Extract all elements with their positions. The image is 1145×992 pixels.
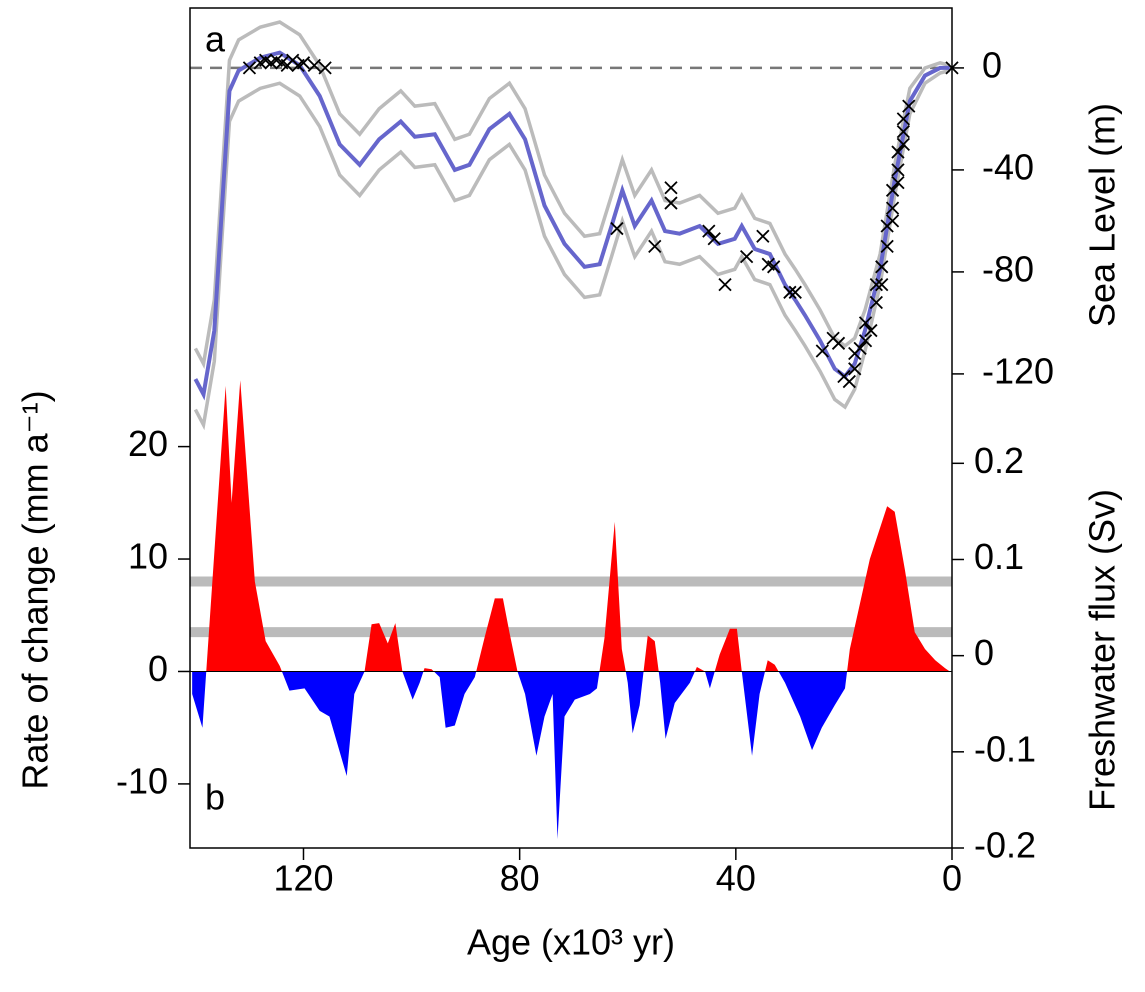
sea-level-line [193, 68, 951, 431]
data-point [864, 323, 878, 338]
sea-level-line [193, 20, 951, 370]
data-point [783, 285, 797, 299]
data-point [885, 183, 900, 197]
y-axis-label: Rate of change (mm a⁻¹) [15, 390, 56, 789]
data-point [902, 99, 916, 113]
data-point [896, 137, 910, 152]
data-point [740, 249, 754, 264]
data-point [891, 163, 905, 177]
data-point [869, 295, 883, 310]
data-point [307, 58, 321, 73]
data-point [853, 341, 867, 356]
data-point [648, 239, 662, 254]
data-point [831, 336, 846, 350]
y2-tick-label: -0.2 [974, 825, 1036, 866]
y2-axis-label: Freshwater flux (Sv) [1082, 489, 1123, 811]
x-tick-label: 80 [500, 858, 540, 899]
data-point [702, 224, 716, 238]
y2-tick-label: 0.2 [974, 440, 1024, 481]
y-tick-label: -80 [982, 248, 1034, 289]
y-tick-label: 20 [128, 423, 168, 464]
area-positive [206, 380, 950, 672]
data-point [842, 374, 856, 389]
x-axis-label: Age (x10³ yr) [467, 922, 675, 963]
data-point [788, 285, 802, 299]
y-tick-label: 0 [982, 44, 1002, 85]
data-point [896, 125, 910, 139]
y-tick-label: 10 [128, 536, 168, 577]
data-point [815, 344, 829, 358]
data-point [756, 229, 770, 243]
data-point [891, 176, 905, 190]
data-point [664, 181, 678, 195]
x-tick-label: 40 [716, 858, 756, 899]
panel-label: a [205, 19, 226, 60]
data-point [885, 214, 900, 228]
data-point [875, 278, 889, 292]
y2-tick-label: -0.1 [974, 728, 1036, 769]
data-point [767, 260, 781, 274]
x-tick-label: 0 [942, 858, 962, 899]
data-point [880, 239, 894, 254]
data-point [848, 362, 862, 376]
data-point [610, 221, 624, 236]
data-point [858, 334, 873, 348]
y2-tick-label: 0.1 [974, 536, 1024, 577]
data-point [869, 278, 883, 292]
data-point [296, 56, 311, 70]
data-point [885, 201, 900, 215]
data-point [318, 61, 332, 75]
data-point [858, 316, 873, 330]
plot-frame [189, 7, 953, 849]
x-tick-label: 120 [273, 858, 333, 899]
data-point [242, 61, 257, 75]
y-tick-label: 0 [148, 648, 168, 689]
y2-axis-label: Sea Level (m) [1082, 103, 1123, 327]
data-point [718, 278, 732, 292]
y2-tick-label: 0 [974, 632, 994, 673]
area-negative [192, 671, 950, 840]
data-point [875, 260, 889, 274]
data-point [896, 112, 910, 126]
panel-label: b [205, 777, 225, 818]
y-tick-label: -10 [116, 760, 168, 801]
data-point [664, 196, 678, 210]
data-point [891, 145, 905, 159]
y-tick-label: -120 [982, 350, 1054, 391]
y-tick-label: -40 [982, 146, 1034, 187]
data-point [707, 232, 721, 246]
